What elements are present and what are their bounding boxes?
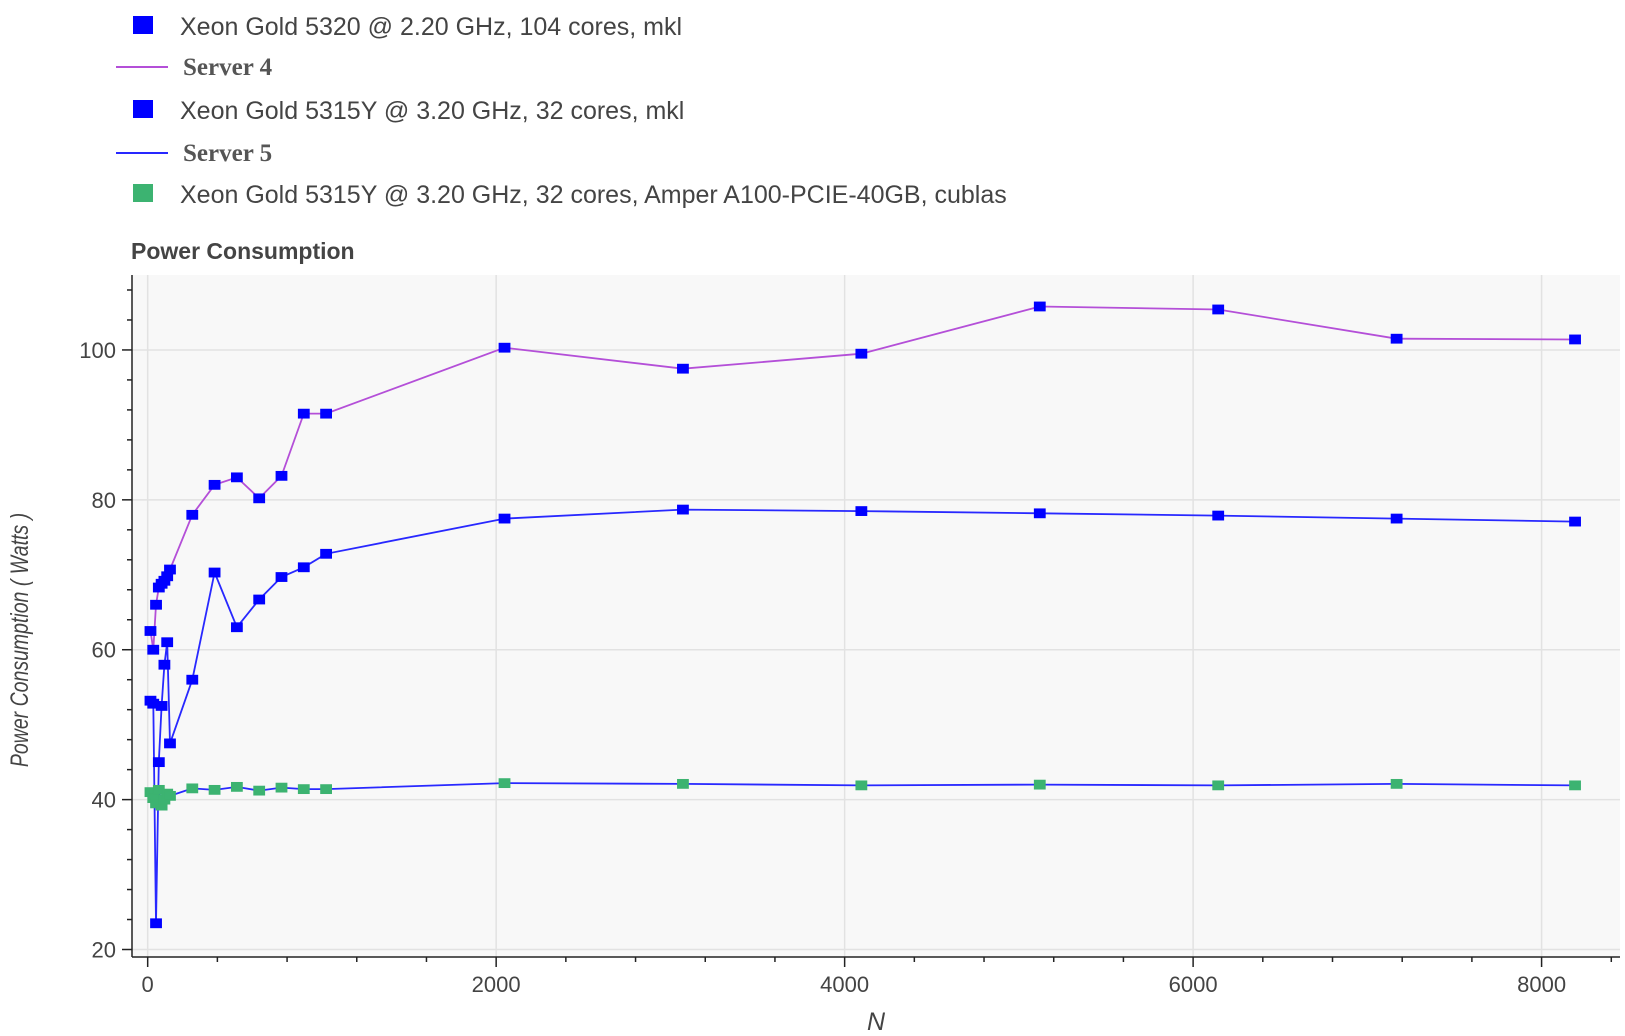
data-point [1569, 516, 1581, 527]
data-point [1212, 304, 1225, 315]
data-point [677, 504, 689, 515]
x-axis-label: N [867, 1008, 886, 1036]
data-point [208, 784, 221, 795]
data-point [253, 785, 266, 796]
data-point [155, 701, 168, 711]
data-point [253, 493, 266, 504]
data-point [186, 509, 199, 520]
legend-label: Xeon Gold 5315Y @ 3.20 GHz, 32 cores, Am… [180, 181, 1007, 209]
data-point [677, 778, 689, 789]
x-tick-label: 0 [142, 972, 154, 997]
series-line [149, 508, 1576, 924]
legend-marker-swatch [133, 100, 153, 118]
x-tick-label: 4000 [820, 972, 869, 997]
data-point [320, 548, 333, 559]
data-point [1390, 778, 1403, 789]
data-point [144, 626, 157, 636]
data-point [1569, 780, 1581, 791]
y-tick-label: 100 [79, 338, 116, 363]
data-point [158, 659, 171, 670]
legend-marker-swatch [133, 184, 153, 202]
data-point [275, 470, 288, 481]
data-point [208, 479, 221, 490]
data-point [1390, 513, 1403, 524]
data-point [297, 562, 310, 573]
data-point [855, 348, 868, 359]
data-point [253, 594, 266, 605]
data-point [208, 567, 221, 578]
data-point [320, 784, 333, 795]
data-point [1212, 510, 1225, 521]
plot-area [132, 275, 1620, 957]
data-point [147, 644, 160, 655]
y-tick-label: 20 [92, 938, 116, 963]
x-tick-label: 6000 [1169, 972, 1218, 997]
data-point [855, 506, 868, 516]
x-tick-label: 2000 [472, 972, 521, 997]
data-point [164, 564, 176, 575]
data-point [152, 757, 165, 768]
data-point [677, 363, 689, 374]
data-point [498, 342, 511, 353]
data-point [1033, 508, 1046, 519]
data-point [230, 622, 243, 633]
legend: Xeon Gold 5320 @ 2.20 GHz, 104 cores, mk… [116, 13, 1007, 209]
y-tick-label: 80 [92, 488, 116, 513]
data-point [1569, 334, 1581, 345]
data-point [186, 674, 199, 685]
data-point [297, 408, 310, 419]
data-point [1033, 779, 1046, 790]
y-tick-label: 40 [92, 788, 116, 813]
legend-label: Server 4 [183, 54, 273, 81]
data-point [1033, 301, 1046, 312]
data-point [230, 781, 243, 792]
legend-label: Xeon Gold 5320 @ 2.20 GHz, 104 cores, mk… [180, 13, 682, 41]
y-tick-label: 60 [92, 638, 116, 663]
y-axis-label: Power Consumption ( Watts ) [6, 513, 34, 767]
data-point [855, 780, 868, 791]
data-point [150, 918, 162, 929]
axes: 0 2000 4000 6000 8000 20 40 60 80 100 [79, 275, 1620, 997]
legend-label: Server 5 [183, 140, 272, 167]
data-point [1390, 333, 1403, 344]
data-point [297, 784, 310, 795]
data-point [498, 513, 511, 524]
series-group [144, 301, 1581, 655]
data-point [150, 599, 162, 610]
data-point [1212, 780, 1225, 791]
data-point [186, 783, 199, 794]
legend-label: Xeon Gold 5315Y @ 3.20 GHz, 32 cores, mk… [180, 97, 684, 125]
series-group [144, 504, 1581, 929]
series-layer [144, 301, 1581, 929]
data-point [498, 778, 511, 789]
x-tick-label: 8000 [1517, 972, 1566, 997]
data-point [320, 408, 333, 419]
chart-title: Power Consumption [131, 238, 355, 264]
legend-marker-swatch [133, 16, 153, 34]
series-group [144, 778, 1581, 811]
data-point [275, 572, 288, 582]
grid-lines [132, 275, 1620, 957]
data-point [275, 782, 288, 793]
data-point [164, 738, 176, 749]
data-point [164, 790, 176, 801]
data-point [230, 472, 243, 483]
data-point [161, 637, 174, 648]
